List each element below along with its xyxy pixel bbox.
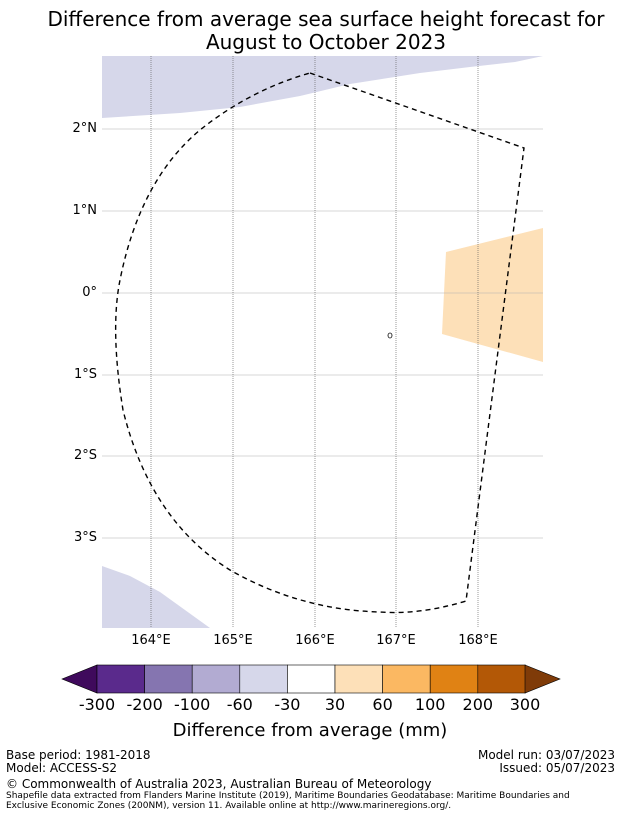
lat-label-0: 0° <box>82 285 97 300</box>
lat-label-1N: 1°N <box>72 203 98 218</box>
colorbar-tick-label: -60 <box>226 695 253 714</box>
lat-label-1S: 1°S <box>73 367 97 382</box>
lat-label-2S: 2°S <box>73 448 97 463</box>
colorbar-arrow-right <box>524 664 561 694</box>
model-run-date: Model run: 03/07/2023 <box>477 748 615 762</box>
lon-label-167E: 167°E <box>376 633 416 648</box>
colorbar-tick-label: -200 <box>126 695 163 714</box>
colorbar-tick-label: 30 <box>324 695 346 714</box>
issued-date: Issued: 05/07/2023 <box>499 761 615 775</box>
anomaly-area-southwest <box>102 566 210 628</box>
colorbar-tick-label: 100 <box>414 695 446 714</box>
copyright-notice: © Commonwealth of Australia 2023, Austra… <box>6 777 432 791</box>
shapefile-credit-line2: Exclusive Economic Zones (200NM), versio… <box>6 801 452 811</box>
colorbar-segment <box>144 664 193 694</box>
colorbar <box>61 664 561 694</box>
colorbar-segment <box>477 664 526 694</box>
colorbar-tick-label: 200 <box>462 695 494 714</box>
lon-label-164E: 164°E <box>131 633 171 648</box>
colorbar-arrow-left <box>61 664 98 694</box>
colorbar-segment <box>429 664 479 694</box>
colorbar-segment <box>287 664 336 694</box>
base-period: Base period: 1981-2018 <box>6 748 151 762</box>
colorbar-segment <box>191 664 241 694</box>
colorbar-tick-label: -300 <box>78 695 116 714</box>
colorbar-segment <box>96 664 145 694</box>
colorbar-tick-label: 300 <box>509 695 541 714</box>
colorbar-segment <box>239 664 288 694</box>
eez-boundary <box>114 72 525 614</box>
shapefile-credit-line1: Shapefile data extracted from Flanders M… <box>6 791 570 801</box>
colorbar-title: Difference from average (mm) <box>172 720 448 741</box>
colorbar-segment <box>334 664 383 694</box>
map-title-line1: Difference from average sea surface heig… <box>47 7 605 31</box>
map-title-line2: August to October 2023 <box>205 30 447 54</box>
colorbar-tick-label: -30 <box>274 695 301 714</box>
colorbar-tick-label: 60 <box>372 695 393 714</box>
lon-label-168E: 168°E <box>458 633 498 648</box>
lon-label-165E: 165°E <box>213 633 253 648</box>
anomaly-area-east <box>442 228 543 362</box>
latitude-gridlines <box>102 128 543 539</box>
anomaly-area-north <box>102 56 543 118</box>
lat-label-3S: 3°S <box>73 530 97 545</box>
longitude-gridlines <box>150 56 479 628</box>
lon-label-166E: 166°E <box>295 633 335 648</box>
lat-label-2N: 2°N <box>72 121 98 136</box>
colorbar-tick-label: -100 <box>174 695 211 714</box>
colorbar-segment <box>382 664 431 694</box>
island-marker <box>387 332 393 339</box>
model-name: Model: ACCESS-S2 <box>6 761 118 775</box>
